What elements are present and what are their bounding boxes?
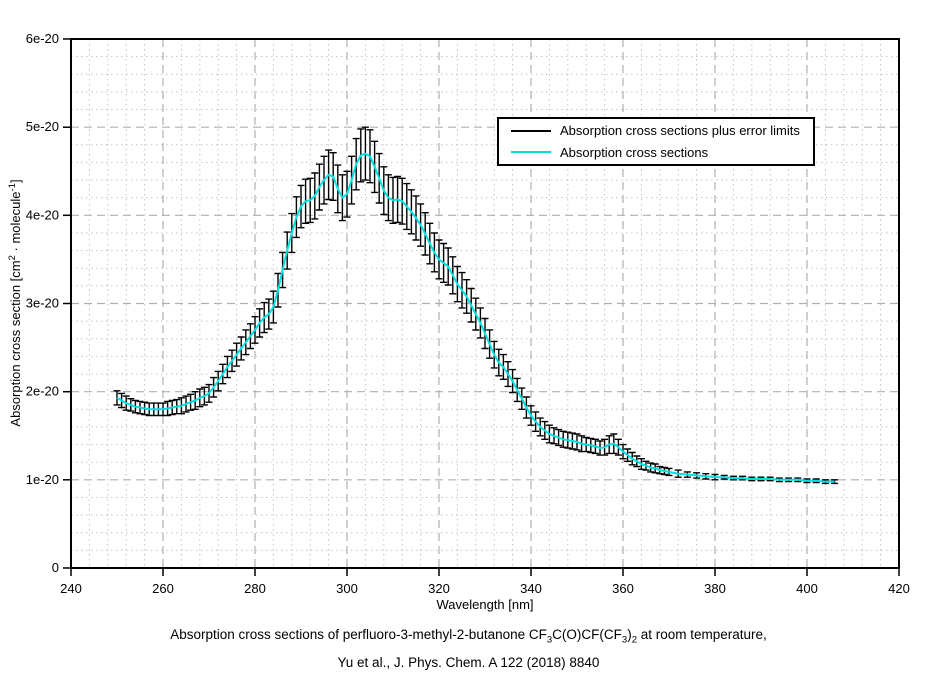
caption: Absorption cross sections of perfluoro-3… xyxy=(0,624,937,674)
y-axis-label: Absorption cross section [cm2 · molecule… xyxy=(6,179,24,427)
y-axis-ticks xyxy=(63,38,71,569)
x-tick-labels: 240 260 280 300 320 340 360 380 400 420 xyxy=(60,581,910,596)
x-tick-label: 320 xyxy=(428,581,450,596)
y-tick-label: 1e-20 xyxy=(26,472,59,487)
legend-label-cross-sections: Absorption cross sections xyxy=(560,144,709,160)
x-tick-label: 360 xyxy=(612,581,634,596)
x-axis-label: Wavelength [nm] xyxy=(436,597,534,612)
x-axis-ticks xyxy=(70,568,900,576)
legend-swatch-error-limits xyxy=(511,129,551,132)
x-tick-label: 240 xyxy=(60,581,82,596)
x-tick-label: 280 xyxy=(244,581,266,596)
legend-entry-error-limits: Absorption cross sections plus error lim… xyxy=(499,121,813,141)
y-tick-label: 6e-20 xyxy=(26,31,59,46)
x-tick-label: 300 xyxy=(336,581,358,596)
y-tick-label: 5e-20 xyxy=(26,119,59,134)
legend-swatch-cross-sections xyxy=(511,151,551,154)
cross-section-line xyxy=(116,152,835,483)
y-tick-label: 2e-20 xyxy=(26,384,59,399)
y-tick-label: 4e-20 xyxy=(26,207,59,222)
caption-line-2: Yu et al., J. Phys. Chem. A 122 (2018) 8… xyxy=(337,654,600,670)
x-tick-label: 380 xyxy=(704,581,726,596)
legend-entry-cross-sections: Absorption cross sections xyxy=(499,142,813,162)
y-tick-label: 3e-20 xyxy=(26,296,59,311)
x-tick-label: 420 xyxy=(888,581,910,596)
y-tick-label: 0 xyxy=(52,560,59,575)
y-tick-labels: 0 1e-20 2e-20 3e-20 4e-20 5e-20 6e-20 xyxy=(26,31,59,575)
legend-label-error-limits: Absorption cross sections plus error lim… xyxy=(560,123,800,139)
x-tick-label: 340 xyxy=(520,581,542,596)
legend: Absorption cross sections plus error lim… xyxy=(497,117,815,166)
x-tick-label: 260 xyxy=(152,581,174,596)
x-tick-label: 400 xyxy=(796,581,818,596)
caption-line-1: Absorption cross sections of perfluoro-3… xyxy=(170,627,767,646)
